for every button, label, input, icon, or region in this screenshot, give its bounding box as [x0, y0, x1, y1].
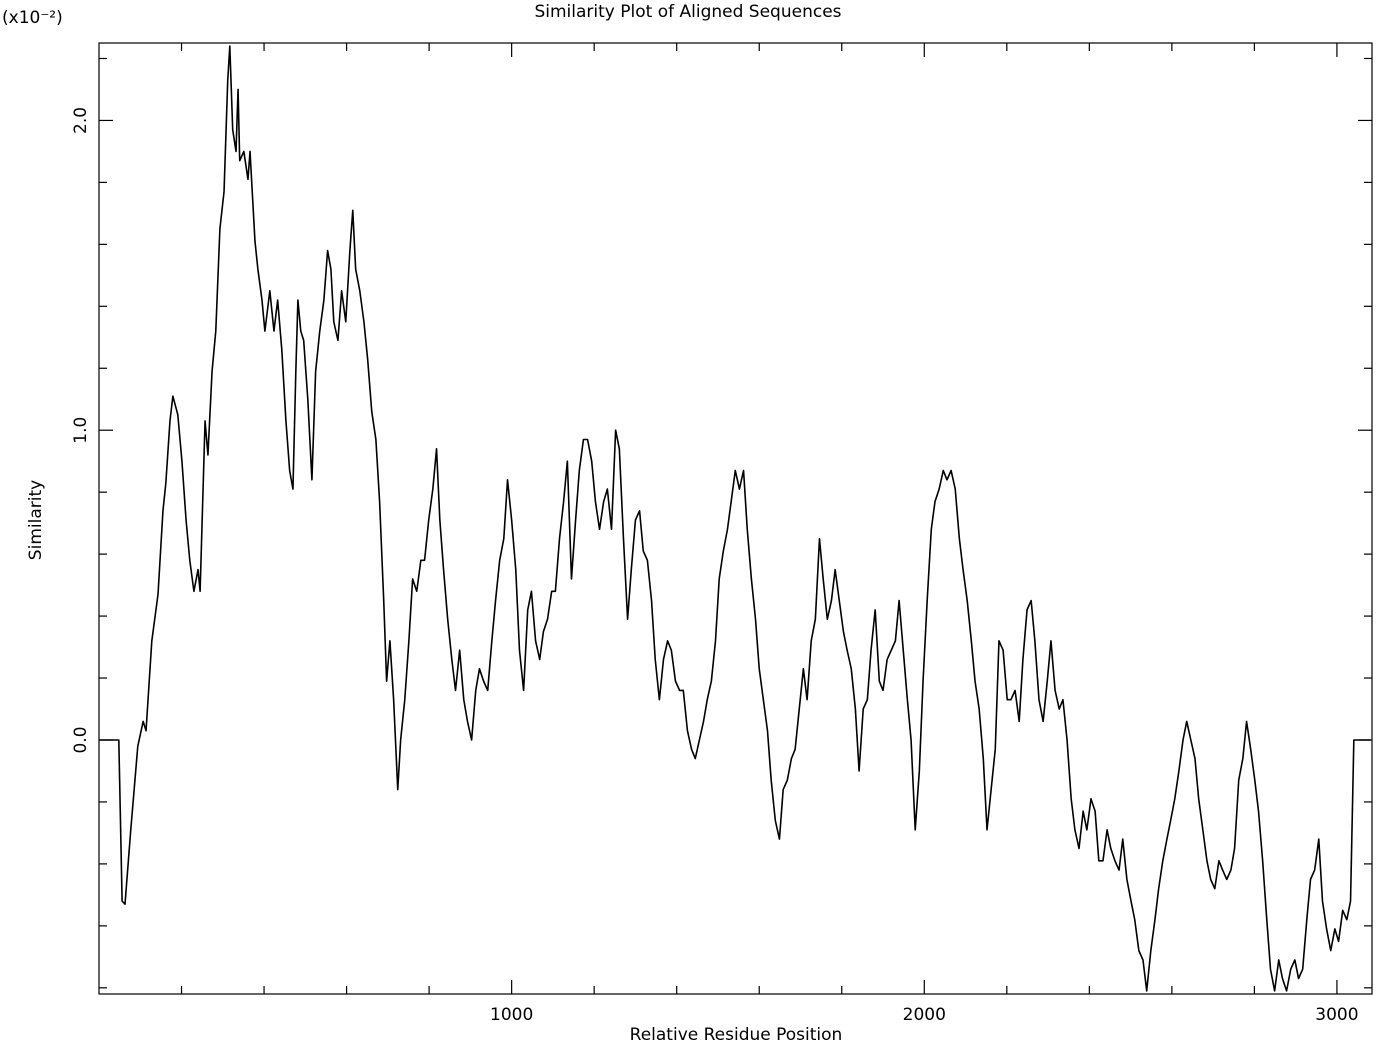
x-tick-label: 2000	[903, 1005, 946, 1025]
y-tick-label: 2.0	[71, 107, 91, 134]
y-multiplier: (x10⁻²)	[2, 8, 63, 28]
y-axis-label: Similarity	[26, 480, 46, 560]
y-tick-label: 1.0	[71, 417, 91, 444]
x-tick-label: 1000	[490, 1005, 533, 1025]
plot-frame	[98, 42, 1373, 995]
x-axis-label: Relative Residue Position	[630, 1025, 843, 1044]
y-tick-label: 0.0	[71, 726, 91, 753]
chart-title: Similarity Plot of Aligned Sequences	[534, 2, 841, 22]
similarity-line	[99, 45, 1371, 992]
x-tick-label: 3000	[1315, 1005, 1358, 1025]
